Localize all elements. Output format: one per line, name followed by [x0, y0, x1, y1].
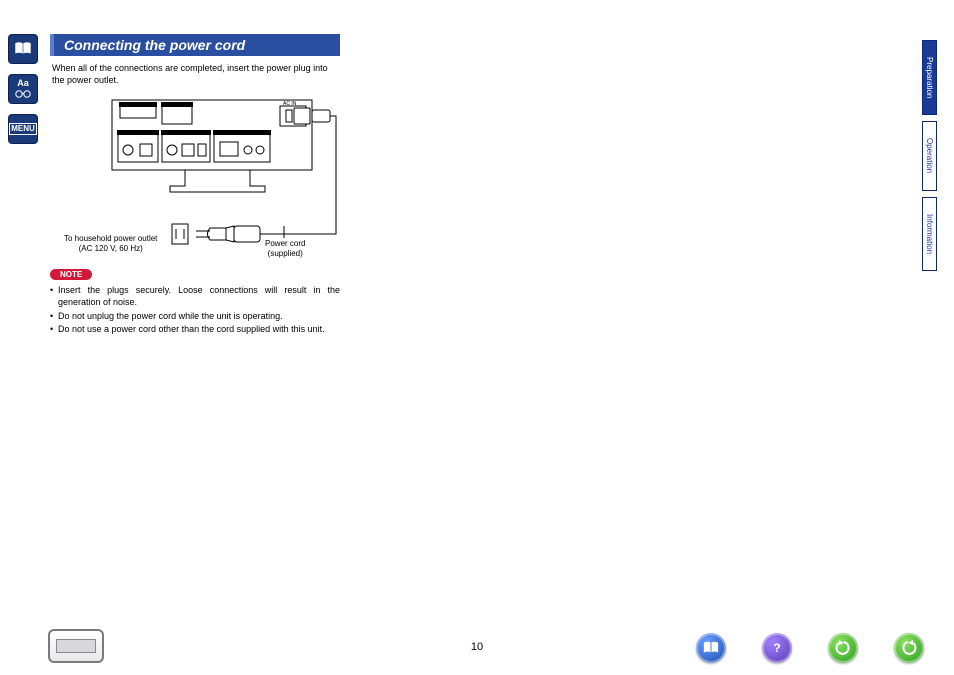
note-badge: NOTE [50, 269, 92, 280]
intro-text: When all of the connections are complete… [50, 62, 340, 86]
power-cord-diagram: AC IN [50, 94, 340, 264]
main-content: Connecting the power cord When all of th… [50, 34, 340, 338]
outlet-label: To household power outlet (AC 120 V, 60 … [64, 234, 157, 253]
back-button[interactable] [828, 633, 858, 663]
help-button[interactable]: ? [762, 633, 792, 663]
aa-glasses-icon[interactable]: Aa [8, 74, 38, 104]
tab-preparation[interactable]: Preparation [922, 40, 937, 115]
cw-arrow-icon [901, 640, 917, 656]
note-list: Insert the plugs securely. Loose connect… [50, 285, 340, 336]
contents-button[interactable] [696, 633, 726, 663]
svg-text:?: ? [773, 641, 780, 655]
side-tabs: Preparation Operation Information [922, 40, 942, 277]
bottom-bar: 10 ? [0, 619, 954, 663]
note-item: Insert the plugs securely. Loose connect… [50, 285, 340, 308]
round-buttons: ? [696, 633, 924, 663]
cord-label: Power cord (supplied) [265, 239, 305, 258]
left-nav: Aa MENU [8, 34, 38, 144]
note-item: Do not use a power cord other than the c… [50, 324, 340, 336]
tab-information[interactable]: Information [922, 197, 937, 271]
tab-operation[interactable]: Operation [922, 121, 937, 190]
menu-icon[interactable]: MENU [8, 114, 38, 144]
open-book-icon[interactable] [8, 34, 38, 64]
ccw-arrow-icon [835, 640, 851, 656]
ac-in-label: AC IN [283, 101, 297, 107]
section-heading: Connecting the power cord [50, 34, 340, 56]
forward-button[interactable] [894, 633, 924, 663]
question-icon: ? [769, 640, 785, 656]
note-item: Do not unplug the power cord while the u… [50, 311, 340, 323]
menu-label: MENU [9, 123, 37, 135]
device-thumbnail[interactable] [48, 629, 104, 663]
page-number: 10 [471, 641, 483, 653]
book-icon [703, 640, 719, 656]
